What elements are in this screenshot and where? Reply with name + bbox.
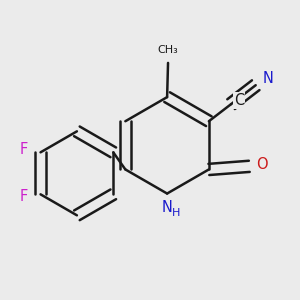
Text: C: C [234,93,244,108]
Text: CH₃: CH₃ [158,46,178,56]
Text: F: F [19,189,28,204]
Text: N: N [263,71,274,86]
Text: O: O [256,157,268,172]
Text: F: F [19,142,28,157]
Text: N: N [162,200,172,215]
Text: H: H [172,208,180,218]
